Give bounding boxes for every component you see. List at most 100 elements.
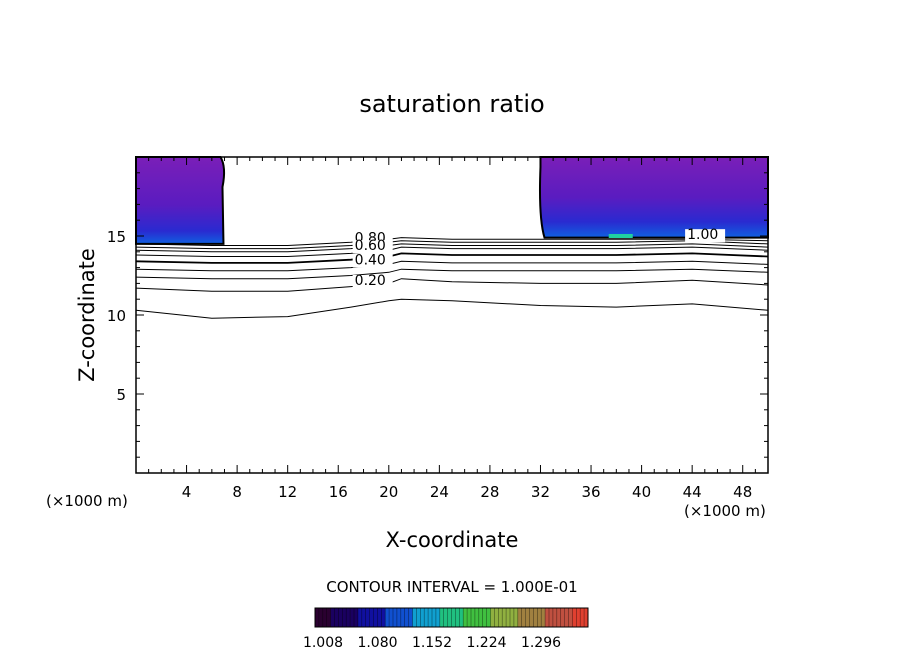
colorbar-cell <box>467 608 472 627</box>
colorbar-cell <box>486 608 491 627</box>
colorbar-cell <box>389 608 394 627</box>
contour-label: 0.20 <box>355 273 386 289</box>
colorbar-tick-labels: 1.008 1.080 1.152 1.224 1.296 <box>303 635 561 651</box>
colorbar-cell <box>537 608 542 627</box>
colorbar-cell <box>447 608 452 627</box>
contour-interval-label: CONTOUR INTERVAL = 1.000E-01 <box>326 578 577 596</box>
colorbar-cell <box>451 608 456 627</box>
colorbar-cell <box>439 608 444 627</box>
contour-line-0.7 <box>135 243 769 253</box>
contour-label: 0.60 <box>355 238 386 254</box>
colorbar-frame <box>314 607 589 628</box>
colorbar-cell <box>361 608 366 627</box>
colorbar-cell <box>428 608 433 627</box>
colorbar-cell <box>525 608 530 627</box>
x-tick-label: 12 <box>278 483 297 501</box>
contour-line-0.3 <box>135 268 769 280</box>
contour-lines <box>135 237 769 319</box>
colorbar-cell <box>435 608 441 627</box>
colorbar-cell <box>357 608 363 627</box>
colorbar-cell <box>424 608 429 627</box>
contour-label: 1.00 <box>687 227 718 243</box>
colorbar-cell <box>385 608 390 627</box>
contour-label-bg <box>352 254 393 268</box>
contour-line-0.6 <box>135 246 769 257</box>
colorbar-cell <box>408 608 413 627</box>
colorbar-cell <box>326 608 331 627</box>
colorbar-cell <box>568 608 573 627</box>
colorbar-cell <box>576 608 581 627</box>
colorbar-cell <box>404 608 409 627</box>
colorbar-cell <box>459 608 464 627</box>
colorbar-cell <box>369 608 374 627</box>
colorbar-cell <box>482 608 487 627</box>
y-axis-ticks: 5 10 15 <box>107 172 768 458</box>
colorbar-cell <box>580 608 585 627</box>
colorbar-tick-label: 1.224 <box>466 635 506 651</box>
colorbar-cell <box>322 608 327 627</box>
colorbar-cell <box>334 608 339 627</box>
colorbar-cell <box>517 608 522 627</box>
colorbar-tick-label: 1.296 <box>521 635 561 651</box>
colorbar-cell <box>560 608 565 627</box>
colorbar-cell <box>455 608 460 627</box>
colorbar-cell <box>521 608 526 627</box>
x-tick-label: 20 <box>379 483 398 501</box>
x-tick-label: 36 <box>581 483 600 501</box>
colorbar-cell <box>552 608 558 627</box>
colorbar-cell <box>432 608 437 627</box>
colorbar-cell <box>416 608 421 627</box>
shaded-regions <box>135 156 769 245</box>
colorbar-cell <box>396 608 402 627</box>
colorbar-cell <box>572 608 577 627</box>
x-axis-label: X-coordinate <box>386 528 519 552</box>
colorbar-cell <box>494 608 499 627</box>
x-tick-label: 32 <box>531 483 550 501</box>
colorbar-cell <box>545 608 550 627</box>
colorbar-cell <box>373 608 378 627</box>
colorbar-cell <box>541 608 546 627</box>
colorbar-cell <box>584 608 589 627</box>
colorbar-cell <box>533 608 538 627</box>
x-tick-label: 24 <box>430 483 449 501</box>
colorbar-cell <box>377 608 382 627</box>
colorbar <box>314 607 589 628</box>
y-axis-label: Z-coordinate <box>75 248 99 382</box>
colorbar-cell <box>420 608 425 627</box>
colorbar-cell <box>365 608 370 627</box>
contour-line-0.1 <box>135 298 769 319</box>
x-tick-label: 44 <box>683 483 702 501</box>
colorbar-cell <box>556 608 561 627</box>
colorbar-cell <box>506 608 511 627</box>
contour-line-0.5 <box>135 252 769 264</box>
colorbar-cell <box>478 608 483 627</box>
colorbar-cell <box>342 608 347 627</box>
colorbar-cell <box>529 608 534 627</box>
colorbar-cell <box>510 608 515 627</box>
contour-label-bg <box>352 274 393 288</box>
colorbar-cell <box>393 608 398 627</box>
colorbar-tick-label: 1.008 <box>303 635 343 651</box>
contour-line-0.2 <box>135 278 769 292</box>
x-tick-label: 8 <box>232 483 242 501</box>
y-tick-label: 5 <box>116 386 126 404</box>
colorbar-tick-label: 1.152 <box>412 635 452 651</box>
colorbar-cell <box>463 608 468 627</box>
colorbar-cell <box>315 608 320 627</box>
colorbar-cell <box>490 608 495 627</box>
left-supersaturated-region <box>135 156 226 245</box>
y-tick-label: 10 <box>107 307 126 325</box>
colorbar-cell <box>381 608 386 627</box>
x-tick-label: 16 <box>329 483 348 501</box>
colorbar-cell <box>498 608 503 627</box>
colorbar-cell <box>330 608 335 627</box>
contour-line-0.4 <box>135 260 769 272</box>
contour-line-0.9 <box>135 237 769 246</box>
colorbar-cell <box>350 608 355 627</box>
y-tick-label: 15 <box>107 228 126 246</box>
x-tick-label: 40 <box>632 483 651 501</box>
chart-title: saturation ratio <box>359 90 544 118</box>
colorbar-cell <box>354 608 359 627</box>
x-unit-left: (×1000 m) <box>46 492 128 510</box>
contour-label-bg <box>352 240 393 254</box>
